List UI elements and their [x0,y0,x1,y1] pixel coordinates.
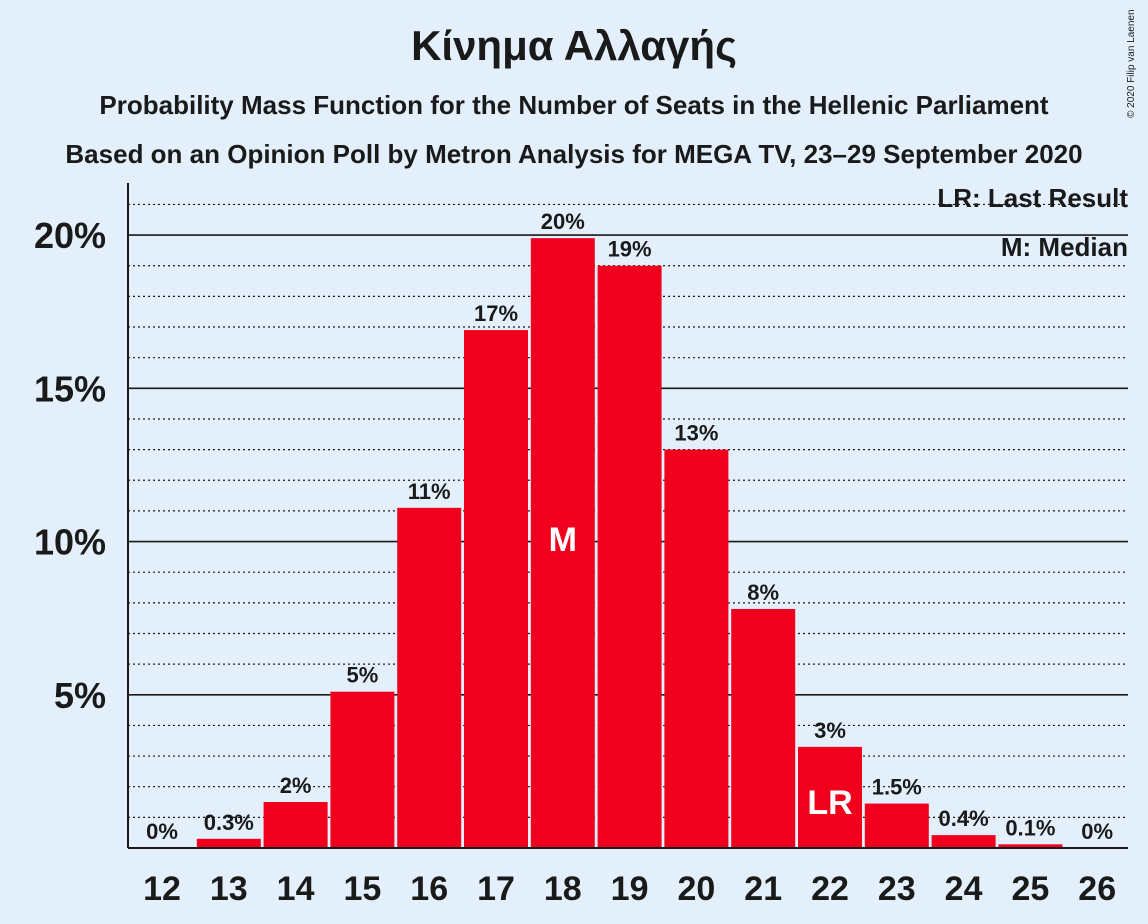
bar [731,608,796,848]
bar [263,802,328,848]
bar [931,835,996,848]
bar [664,449,729,848]
x-tick-label: 22 [811,870,849,908]
data-label: 3% [814,718,846,743]
median-marker: M [549,521,577,559]
x-tick-label: 21 [744,870,782,908]
chart-title: Κίνημα Αλλαγής [411,22,737,69]
last-result-marker: LR [807,784,852,822]
x-tick-label: 25 [1011,870,1049,908]
chart-subtitle-2: Based on an Opinion Poll by Metron Analy… [65,139,1083,169]
data-label: 1.5% [872,775,922,800]
data-label: 2% [280,773,312,798]
data-label: 0.4% [939,806,989,831]
data-label: 11% [408,479,451,504]
bar [597,265,662,848]
data-label: 13% [674,421,718,446]
x-tick-label: 15 [343,870,381,908]
x-tick-label: 17 [477,870,515,908]
data-label: 8% [747,580,779,605]
bar [397,507,462,848]
chart-subtitle-1: Probability Mass Function for the Number… [99,90,1049,120]
x-tick-label: 19 [611,870,649,908]
data-label: 0.3% [204,810,254,835]
x-tick-label: 23 [878,870,916,908]
bar [998,844,1063,848]
bar [464,330,528,848]
bar [864,803,929,848]
x-tick-label: 26 [1078,870,1116,908]
legend-median: M: Median [1000,232,1128,262]
y-tick-label: 20% [34,215,106,256]
x-tick-label: 13 [210,870,248,908]
x-tick-label: 18 [544,870,582,908]
x-tick-label: 20 [677,870,715,908]
x-tick-label: 24 [945,870,983,908]
data-label: 0% [146,819,178,844]
data-label: 5% [347,663,379,688]
y-tick-label: 15% [34,368,106,409]
x-tick-label: 14 [277,870,315,908]
y-tick-label: 5% [54,675,106,716]
bar [530,238,595,849]
bar [196,838,261,848]
bar [798,746,862,848]
data-label: 0% [1081,819,1113,844]
legend-last-result: LR: Last Result [937,183,1128,213]
x-tick-label: 12 [143,870,181,908]
bar [330,691,395,848]
data-label: 0.1% [1005,815,1055,840]
data-label: 17% [474,301,518,326]
data-label: 20% [541,209,585,234]
y-tick-label: 10% [34,522,106,563]
data-label: 19% [608,237,652,262]
x-tick-label: 16 [410,870,448,908]
